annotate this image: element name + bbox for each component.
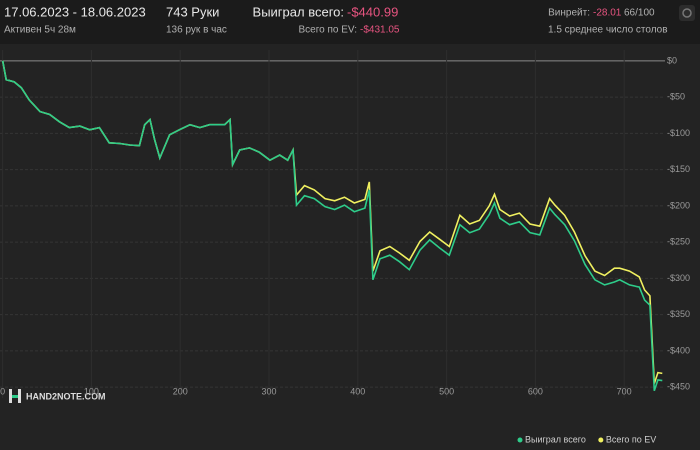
legend-item: Выиграл всего (517, 434, 586, 444)
won-value: -$440.99 (347, 4, 398, 19)
y-tick-label: -$300 (667, 273, 690, 283)
winrate-label: Винрейт: (548, 8, 590, 19)
x-tick-label: 0 (0, 386, 5, 396)
legend-label: Всего по EV (606, 434, 656, 444)
winrate-value: -28.01 (593, 8, 622, 19)
x-tick-label: 400 (350, 386, 365, 396)
legend-swatch (598, 437, 604, 443)
x-tick-label: 300 (262, 386, 277, 396)
y-tick-label: -$200 (667, 200, 690, 210)
y-tick-label: -$50 (667, 92, 685, 102)
x-tick-label: 600 (528, 386, 543, 396)
legend-label: Выиграл всего (525, 434, 586, 444)
legend-swatch (517, 437, 523, 443)
logo: HAND2NOTE.COM (9, 389, 106, 403)
y-tick-label: -$100 (667, 128, 690, 138)
y-tick-label: -$250 (667, 237, 690, 247)
ev-value: -$431.05 (360, 25, 400, 36)
x-tick-label: 100 (84, 386, 99, 396)
won-label: Выиграл всего: (253, 4, 344, 19)
logo-text: HAND2NOTE.COM (26, 391, 106, 401)
active-time: Активен 5ч 28м (4, 25, 76, 36)
x-tick-label: 700 (617, 386, 632, 396)
hands: 743 Руки (166, 4, 219, 19)
winrate-unit: 66/100 (624, 8, 655, 19)
y-tick-label: -$400 (667, 345, 690, 355)
y-tick-label: $0 (667, 55, 677, 65)
settings-icon[interactable] (679, 5, 695, 21)
x-tick-label: 500 (439, 386, 454, 396)
tables: 1.5 среднее число столов (548, 25, 668, 36)
y-tick-label: -$350 (667, 309, 690, 319)
ev-label: Всего по EV: (298, 25, 357, 36)
header-bar (0, 0, 700, 44)
hands-rate: 136 рук в час (166, 25, 227, 36)
series-line (1, 60, 663, 392)
y-tick-label: -$150 (667, 164, 690, 174)
x-tick-label: 200 (173, 386, 188, 396)
y-tick-label: -$450 (667, 382, 690, 392)
period: 17.06.2023 - 18.06.2023 (4, 4, 146, 19)
legend-item: Всего по EV (598, 434, 656, 444)
